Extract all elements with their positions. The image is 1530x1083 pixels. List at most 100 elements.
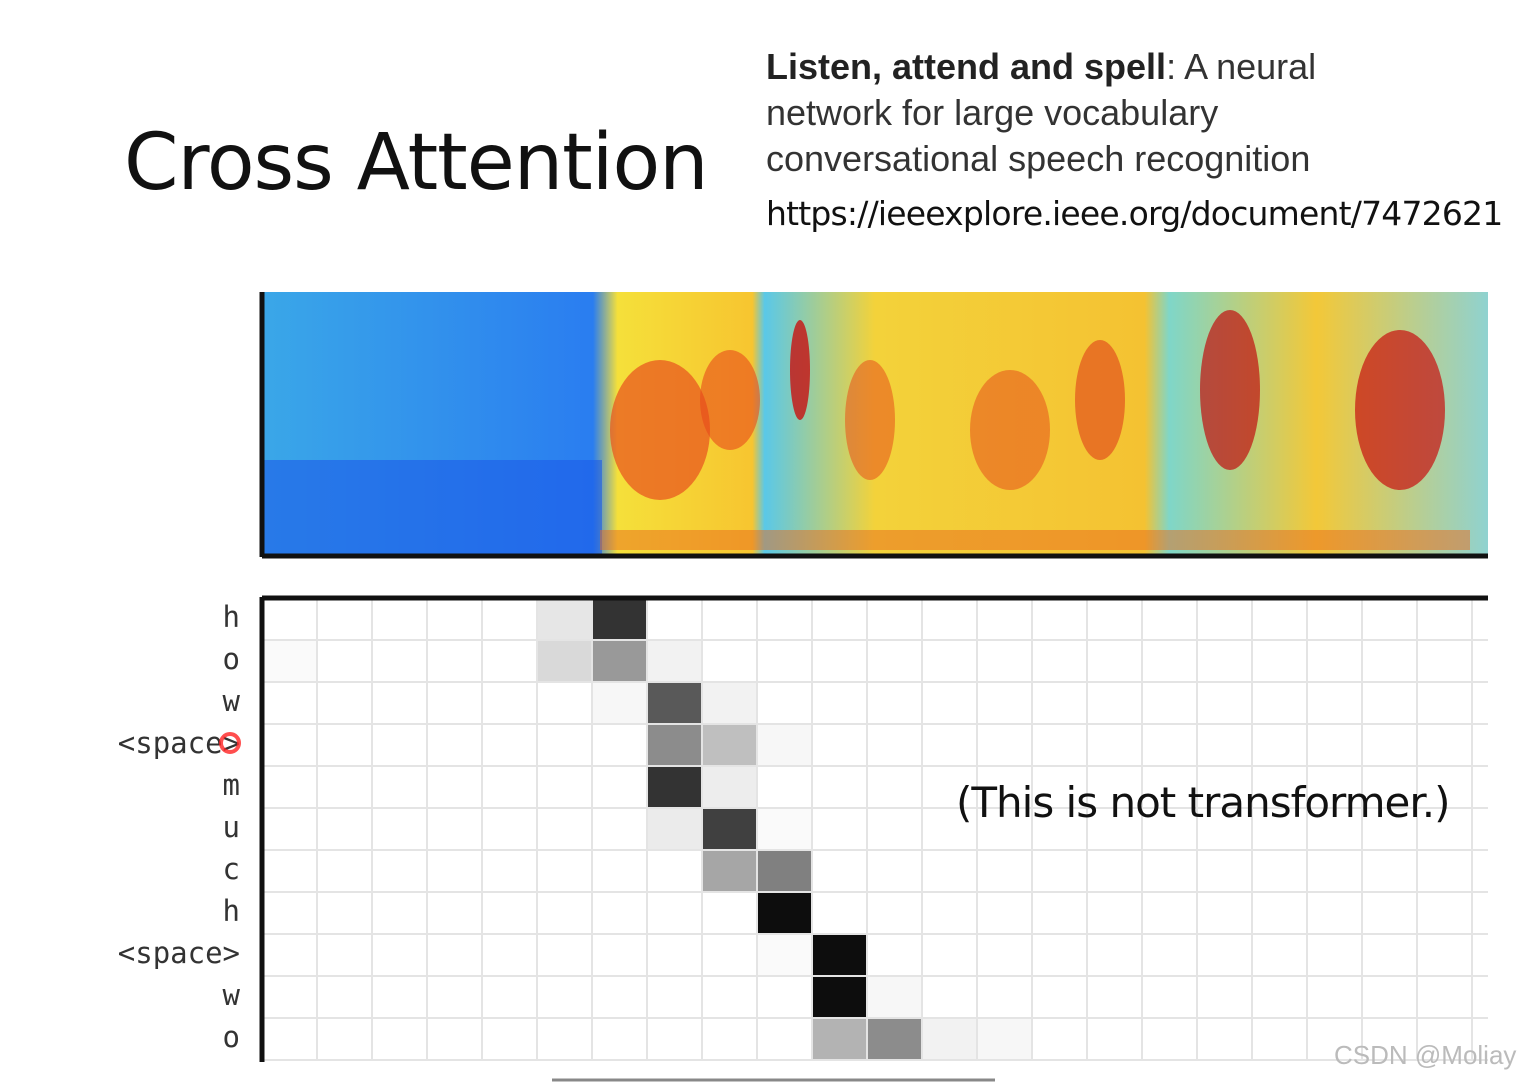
attention-cell bbox=[648, 767, 701, 807]
attention-cell bbox=[483, 893, 536, 933]
attention-cell bbox=[648, 683, 701, 723]
attention-cell bbox=[373, 851, 426, 891]
attention-cell bbox=[538, 893, 591, 933]
attention-cell bbox=[923, 683, 976, 723]
attention-cell bbox=[703, 767, 756, 807]
row-label: o bbox=[223, 642, 240, 676]
attention-cell bbox=[593, 725, 646, 765]
attention-cell bbox=[318, 599, 371, 639]
attention-cell bbox=[483, 935, 536, 975]
attention-cell bbox=[538, 977, 591, 1017]
attention-cell bbox=[648, 977, 701, 1017]
attention-cell bbox=[593, 893, 646, 933]
attention-cell bbox=[813, 641, 866, 681]
attention-cell bbox=[483, 599, 536, 639]
attention-cell bbox=[703, 641, 756, 681]
attention-cell bbox=[813, 599, 866, 639]
attention-cell bbox=[868, 893, 921, 933]
attention-cell bbox=[593, 935, 646, 975]
attention-cell bbox=[758, 641, 811, 681]
attention-cell bbox=[483, 683, 536, 723]
attention-cell bbox=[868, 725, 921, 765]
attention-cell bbox=[538, 935, 591, 975]
attention-cell bbox=[758, 599, 811, 639]
attention-cell bbox=[923, 935, 976, 975]
attention-cell bbox=[978, 893, 1031, 933]
attention-cell bbox=[868, 851, 921, 891]
row-label: h bbox=[223, 600, 240, 634]
attention-cell bbox=[373, 641, 426, 681]
attention-cell bbox=[483, 641, 536, 681]
attention-cell bbox=[978, 935, 1031, 975]
attention-cell bbox=[428, 1019, 481, 1059]
attention-cell bbox=[428, 893, 481, 933]
attention-cell bbox=[538, 641, 591, 681]
attention-cell bbox=[593, 767, 646, 807]
reference: Listen, attend and spell: A neural netwo… bbox=[766, 44, 1386, 182]
attention-cell bbox=[868, 599, 921, 639]
row-label: <space> bbox=[118, 936, 240, 970]
attention-cell bbox=[813, 767, 866, 807]
attention-cell bbox=[318, 725, 371, 765]
attention-cell bbox=[538, 851, 591, 891]
attention-cell bbox=[648, 851, 701, 891]
attention-cell bbox=[318, 641, 371, 681]
attention-cell bbox=[758, 851, 811, 891]
row-label: w bbox=[223, 684, 241, 718]
attention-cell bbox=[373, 767, 426, 807]
attention-cell bbox=[373, 599, 426, 639]
attention-cell bbox=[703, 809, 756, 849]
attention-cell bbox=[428, 935, 481, 975]
attention-cell bbox=[703, 725, 756, 765]
attention-cell bbox=[318, 851, 371, 891]
attention-cell bbox=[813, 683, 866, 723]
attention-cell bbox=[813, 893, 866, 933]
attention-cell bbox=[813, 809, 866, 849]
attention-cell bbox=[923, 641, 976, 681]
paper-title: Listen, attend and spell bbox=[766, 46, 1167, 87]
attention-cell bbox=[758, 767, 811, 807]
spectrogram bbox=[259, 292, 1488, 559]
attention-cell bbox=[648, 893, 701, 933]
attention-cell bbox=[373, 893, 426, 933]
attention-cell bbox=[428, 809, 481, 849]
attention-cell bbox=[868, 935, 921, 975]
attention-cell bbox=[263, 935, 316, 975]
attention-cell bbox=[868, 809, 921, 849]
attention-cell bbox=[263, 893, 316, 933]
attention-cell bbox=[923, 851, 976, 891]
reference-url: https://ieeexplore.ieee.org/document/747… bbox=[766, 194, 1503, 233]
attention-cell bbox=[263, 641, 316, 681]
row-label: o bbox=[223, 1020, 240, 1054]
attention-cell bbox=[703, 683, 756, 723]
attention-cell bbox=[318, 1019, 371, 1059]
attention-cell bbox=[428, 767, 481, 807]
attention-cell bbox=[428, 977, 481, 1017]
row-label: w bbox=[223, 978, 241, 1012]
watermark: CSDN @Moliay bbox=[1334, 1040, 1517, 1070]
attention-cell bbox=[318, 767, 371, 807]
attention-cell bbox=[703, 1019, 756, 1059]
attention-cell bbox=[813, 977, 866, 1017]
attention-cell bbox=[648, 1019, 701, 1059]
attention-cell bbox=[703, 977, 756, 1017]
attention-cell bbox=[593, 851, 646, 891]
pointer-dot bbox=[219, 732, 241, 754]
attention-cell bbox=[428, 851, 481, 891]
attention-cell bbox=[318, 683, 371, 723]
attention-cell bbox=[373, 683, 426, 723]
attention-cell bbox=[263, 725, 316, 765]
attention-cell bbox=[428, 641, 481, 681]
attention-cell bbox=[978, 683, 1031, 723]
attention-cell bbox=[923, 893, 976, 933]
attention-cell bbox=[923, 977, 976, 1017]
attention-cell bbox=[538, 1019, 591, 1059]
attention-cell bbox=[373, 1019, 426, 1059]
attention-cell bbox=[373, 935, 426, 975]
attention-cell bbox=[593, 1019, 646, 1059]
attention-cell bbox=[593, 599, 646, 639]
attention-cell bbox=[868, 641, 921, 681]
attention-cell bbox=[978, 1019, 1031, 1059]
